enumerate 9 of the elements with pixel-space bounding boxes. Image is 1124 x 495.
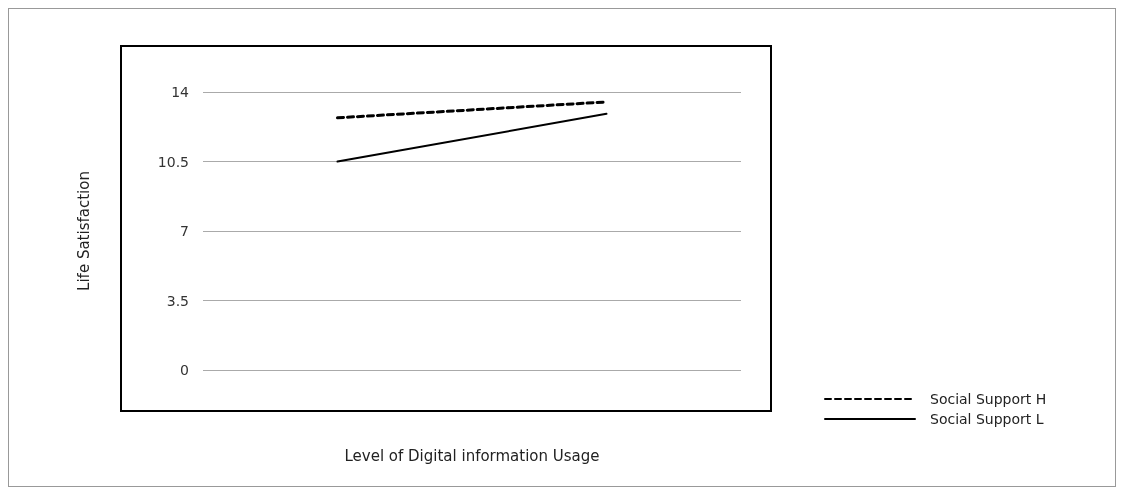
y-tick-label: 10.5 [157,153,189,170]
text: Social Support L [930,411,1044,427]
text: Social Support H [930,391,1047,407]
x-axis-title: Level of Digital information Usage [344,446,600,465]
y-tick-label: 14 [171,84,190,100]
y-tick-label: 7 [180,223,189,239]
y-tick-label: 3.5 [166,292,189,309]
y-tick-label: 0 [180,362,189,378]
y-axis-title: Life Satisfaction [74,171,93,291]
